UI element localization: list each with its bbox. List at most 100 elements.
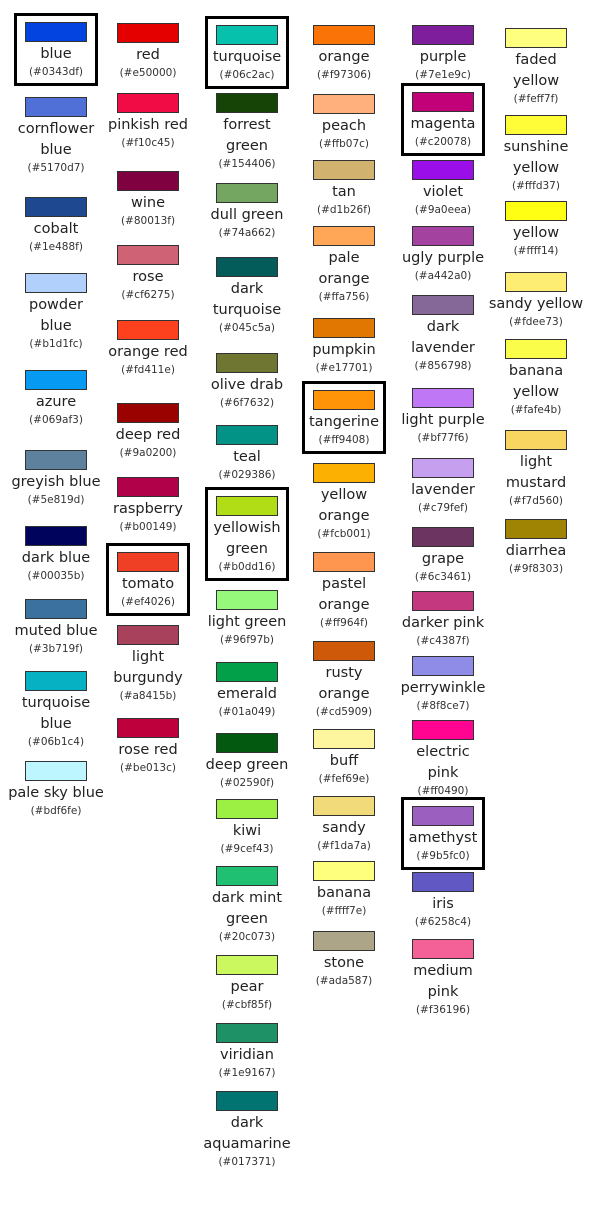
color-entry: powder blue (#b1d1fc) <box>8 273 104 354</box>
color-entry: peach (#ffb07c) <box>296 94 392 154</box>
color-name: pale orange <box>318 250 370 287</box>
color-name: faded yellow <box>512 52 560 89</box>
color-entry: dark mint green (#20c073) <box>199 866 295 947</box>
color-swatch <box>117 477 179 497</box>
color-hex: (#fdee73) <box>509 316 563 328</box>
color-swatch <box>117 552 179 572</box>
color-swatch <box>216 866 278 886</box>
color-hex: (#f10c45) <box>121 137 175 149</box>
color-swatch <box>505 430 567 450</box>
color-hex: (#01a049) <box>218 706 276 718</box>
color-entry: darker pink (#c4387f) <box>395 591 491 651</box>
color-swatch <box>25 450 87 470</box>
color-hex: (#c20078) <box>414 136 472 148</box>
color-name: turquoise blue <box>21 695 91 732</box>
color-name: rose <box>132 269 164 285</box>
color-name: powder blue <box>28 297 84 334</box>
highlight-box <box>205 487 289 581</box>
color-entry: light mustard (#f7d560) <box>488 430 584 511</box>
color-name: grape <box>421 551 465 567</box>
color-hex: (#e17701) <box>315 362 373 374</box>
color-swatch <box>313 463 375 483</box>
color-swatch <box>216 1091 278 1111</box>
color-entry: raspberry (#b00149) <box>100 477 196 537</box>
color-hex: (#9a0200) <box>119 447 177 459</box>
color-hex: (#c4387f) <box>416 635 470 647</box>
color-name: banana <box>316 885 372 901</box>
color-swatch <box>216 955 278 975</box>
color-entry: dark turquoise (#045c5a) <box>199 257 295 338</box>
color-hex: (#e50000) <box>119 67 177 79</box>
color-entry: wine (#80013f) <box>100 171 196 231</box>
color-name: dark lavender <box>411 319 475 356</box>
color-entry: sunshine yellow (#fffd37) <box>488 115 584 196</box>
color-entry: buff (#fef69e) <box>296 729 392 789</box>
color-swatch <box>216 183 278 203</box>
color-swatch <box>412 656 474 676</box>
color-entry: yellow orange (#fcb001) <box>296 463 392 544</box>
color-swatch <box>25 761 87 781</box>
color-name: muted blue <box>14 623 98 639</box>
color-name: pumpkin <box>312 342 376 358</box>
color-swatch <box>117 320 179 340</box>
color-hex: (#029386) <box>218 469 276 481</box>
highlight-box <box>106 543 190 616</box>
color-hex: (#d1b26f) <box>316 204 372 216</box>
color-entry: sandy (#f1da7a) <box>296 796 392 856</box>
color-entry: azure (#069af3) <box>8 370 104 430</box>
color-entry: electric pink (#ff0490) <box>395 720 491 801</box>
color-entry: pinkish red (#f10c45) <box>100 93 196 153</box>
color-entry: cornflower blue (#5170d7) <box>8 97 104 178</box>
color-entry: muted blue (#3b719f) <box>8 599 104 659</box>
color-entry: dark blue (#00035b) <box>8 526 104 586</box>
color-swatch <box>313 318 375 338</box>
color-swatch <box>313 729 375 749</box>
color-swatch <box>412 388 474 408</box>
color-name: pinkish red <box>108 117 188 133</box>
color-entry: tomato (#ef4026) <box>100 552 196 612</box>
color-hex: (#f36196) <box>415 1004 471 1016</box>
color-name: deep green <box>205 757 289 773</box>
color-hex: (#fafe4b) <box>510 404 562 416</box>
color-swatch <box>216 353 278 373</box>
color-name: dull green <box>210 207 284 223</box>
color-swatch <box>505 201 567 221</box>
color-name: viridian <box>220 1047 274 1063</box>
color-hex: (#fffd37) <box>512 180 560 192</box>
color-name: olive drab <box>210 377 284 393</box>
color-entry: forrest green (#154406) <box>199 93 295 174</box>
color-hex: (#5170d7) <box>27 162 85 174</box>
color-name: ugly purple <box>401 250 485 266</box>
color-name: sandy <box>322 820 366 836</box>
color-swatch <box>117 23 179 43</box>
color-swatch <box>216 93 278 113</box>
color-swatch <box>25 599 87 619</box>
color-entry: blue (#0343df) <box>8 22 104 82</box>
color-hex: (#9a0eea) <box>414 204 472 216</box>
color-hex: (#bf77f6) <box>417 432 469 444</box>
color-entry: kiwi (#9cef43) <box>199 799 295 859</box>
color-name: deep red <box>115 427 181 443</box>
color-entry: amethyst (#9b5fc0) <box>395 806 491 866</box>
color-hex: (#06b1c4) <box>27 736 85 748</box>
color-hex: (#96f97b) <box>219 634 275 646</box>
color-hex: (#74a662) <box>218 227 276 239</box>
color-entry: lavender (#c79fef) <box>395 458 491 518</box>
color-entry: dull green (#74a662) <box>199 183 295 243</box>
color-hex: (#fcb001) <box>317 528 371 540</box>
color-entry: tangerine (#ff9408) <box>296 390 392 450</box>
color-name: darker pink <box>401 615 485 631</box>
color-name: dark mint green <box>211 890 283 927</box>
color-hex: (#bdf6fe) <box>30 805 82 817</box>
color-entry: diarrhea (#9f8303) <box>488 519 584 579</box>
color-entry: banana yellow (#fafe4b) <box>488 339 584 420</box>
color-swatch <box>216 425 278 445</box>
color-entry: pear (#cbf85f) <box>199 955 295 1015</box>
color-swatch <box>412 806 474 826</box>
color-swatch <box>505 115 567 135</box>
color-entry: iris (#6258c4) <box>395 872 491 932</box>
color-hex: (#6f7632) <box>219 397 275 409</box>
color-name: turquoise <box>212 49 282 65</box>
color-hex: (#b1d1fc) <box>29 338 83 350</box>
color-swatch <box>117 625 179 645</box>
